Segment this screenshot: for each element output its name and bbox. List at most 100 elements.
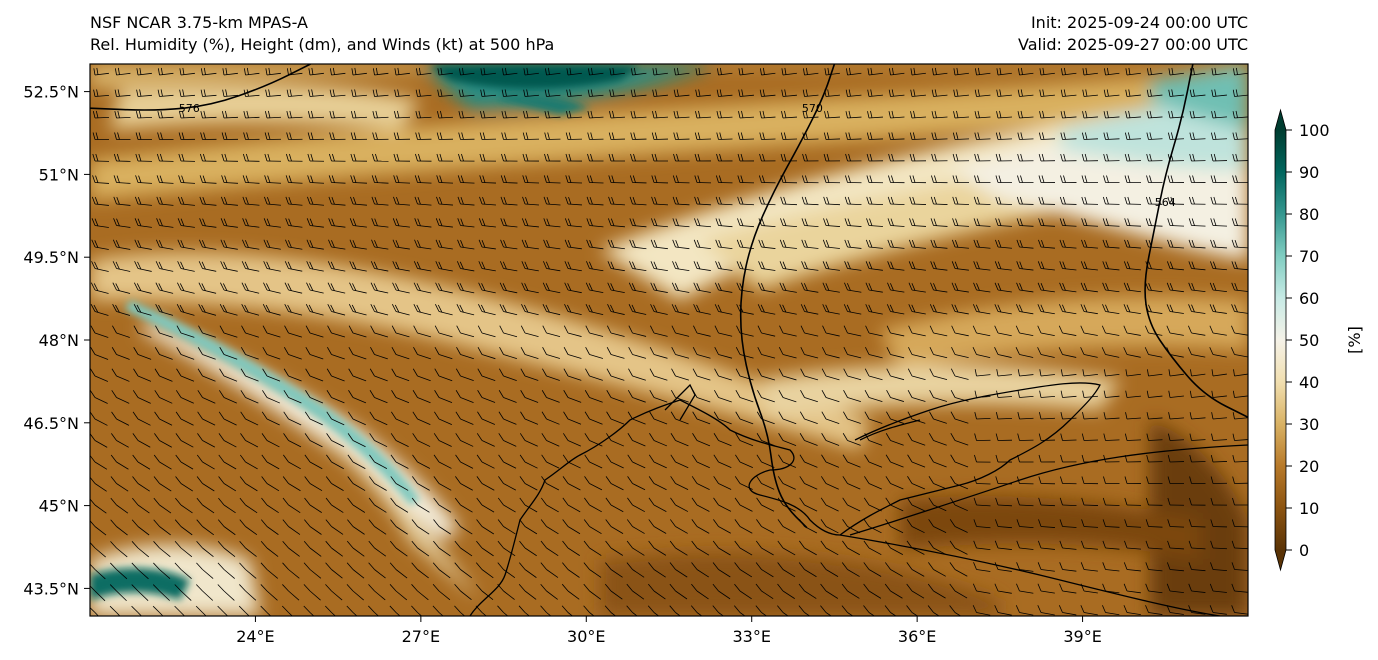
wind-barb	[1234, 373, 1248, 377]
wind-barb	[675, 332, 690, 337]
wind-barb	[567, 461, 581, 469]
wind-barb	[761, 418, 775, 425]
wind-barb	[94, 504, 107, 514]
wind-barb	[911, 375, 926, 381]
wind-barb	[804, 116, 819, 119]
wind-barb	[94, 289, 109, 294]
wind-barb	[911, 354, 926, 359]
wind-barb	[954, 483, 969, 490]
wind-barb	[761, 138, 776, 140]
wind-barb	[116, 289, 131, 294]
wind-barb	[1105, 354, 1120, 358]
wind-barb	[739, 72, 754, 76]
wind-barb	[589, 612, 595, 616]
wind-barb	[395, 94, 410, 97]
wind-barb	[825, 418, 840, 424]
wind-barb	[137, 225, 152, 228]
wind-barb	[696, 289, 711, 293]
wind-barb	[309, 116, 325, 119]
wind-barb	[309, 504, 322, 513]
wind-barb	[653, 94, 668, 97]
wind-barb	[460, 182, 475, 184]
wind-barb	[202, 72, 217, 76]
wind-barb	[137, 203, 152, 206]
wind-barb	[1040, 395, 1055, 398]
wind-barb	[782, 72, 797, 76]
wind-barb	[503, 72, 518, 76]
wind-barb	[245, 311, 260, 316]
wind-barb	[331, 440, 345, 448]
wind-barb	[610, 225, 625, 228]
wind-barb	[1019, 246, 1034, 249]
wind-barb	[718, 246, 733, 250]
wind-barb	[933, 375, 948, 380]
wind-barb	[890, 483, 904, 490]
wind-barb	[1019, 417, 1034, 420]
wind-barb	[503, 461, 517, 469]
wind-barb	[933, 311, 948, 315]
wind-barb	[1105, 612, 1120, 616]
wind-barb	[460, 72, 475, 76]
wind-barb	[1212, 547, 1228, 550]
wind-barb	[159, 418, 173, 426]
wind-barb	[933, 569, 946, 577]
wind-barb	[976, 612, 991, 616]
wind-barb	[761, 116, 776, 119]
wind-barb	[94, 332, 109, 338]
wind-barb	[137, 504, 150, 514]
wind-barb	[847, 461, 861, 468]
wind-barb	[331, 354, 345, 360]
wind-barb	[589, 203, 604, 206]
wind-barb	[1148, 268, 1163, 271]
wind-barb	[890, 440, 904, 446]
wind-barb	[395, 526, 408, 535]
wind-barb	[417, 72, 432, 76]
wind-barb	[761, 547, 774, 556]
wind-barb	[417, 311, 432, 316]
wind-barb	[911, 268, 926, 271]
wind-barb	[94, 547, 106, 558]
wind-barb	[610, 203, 625, 206]
wind-barb	[911, 483, 926, 490]
wind-barb	[1212, 417, 1227, 420]
wind-barb	[137, 182, 152, 184]
wind-barb	[632, 569, 645, 578]
wind-barb	[976, 590, 991, 594]
wind-barb	[739, 612, 746, 616]
wind-barb	[223, 268, 238, 272]
wind-barb	[94, 569, 106, 580]
wind-barb	[524, 94, 539, 97]
wind-barb	[331, 116, 346, 119]
wind-barb	[202, 504, 215, 514]
wind-barb	[1234, 569, 1248, 571]
wind-barb	[288, 116, 303, 119]
wind-barb	[417, 116, 432, 119]
wind-barb	[1169, 373, 1184, 377]
wind-barb	[1148, 72, 1163, 76]
wind-barb	[890, 397, 905, 402]
wind-barb	[847, 332, 862, 337]
wind-barb	[481, 440, 495, 447]
wind-barb	[567, 72, 582, 76]
wind-barb	[546, 203, 561, 206]
wind-barb	[180, 268, 195, 272]
wind-barb	[718, 504, 732, 512]
wind-barb	[890, 94, 905, 97]
wind-barb	[933, 116, 948, 119]
wind-barb	[460, 375, 474, 382]
wind-barb	[1169, 417, 1184, 420]
wind-barb	[395, 203, 410, 206]
wind-barb	[567, 526, 581, 535]
wind-barb	[976, 94, 991, 97]
wind-barb	[460, 569, 472, 579]
wind-barb	[1062, 395, 1077, 398]
wind-barb	[223, 461, 237, 470]
wind-barb	[847, 72, 862, 76]
wind-barb	[1083, 311, 1098, 315]
wind-barb	[632, 246, 647, 250]
wind-barb	[137, 94, 152, 97]
colorbar-tick-label: 80	[1299, 205, 1319, 224]
wind-barb	[610, 397, 625, 403]
wind-barb	[632, 72, 647, 76]
wind-barb	[954, 289, 969, 293]
